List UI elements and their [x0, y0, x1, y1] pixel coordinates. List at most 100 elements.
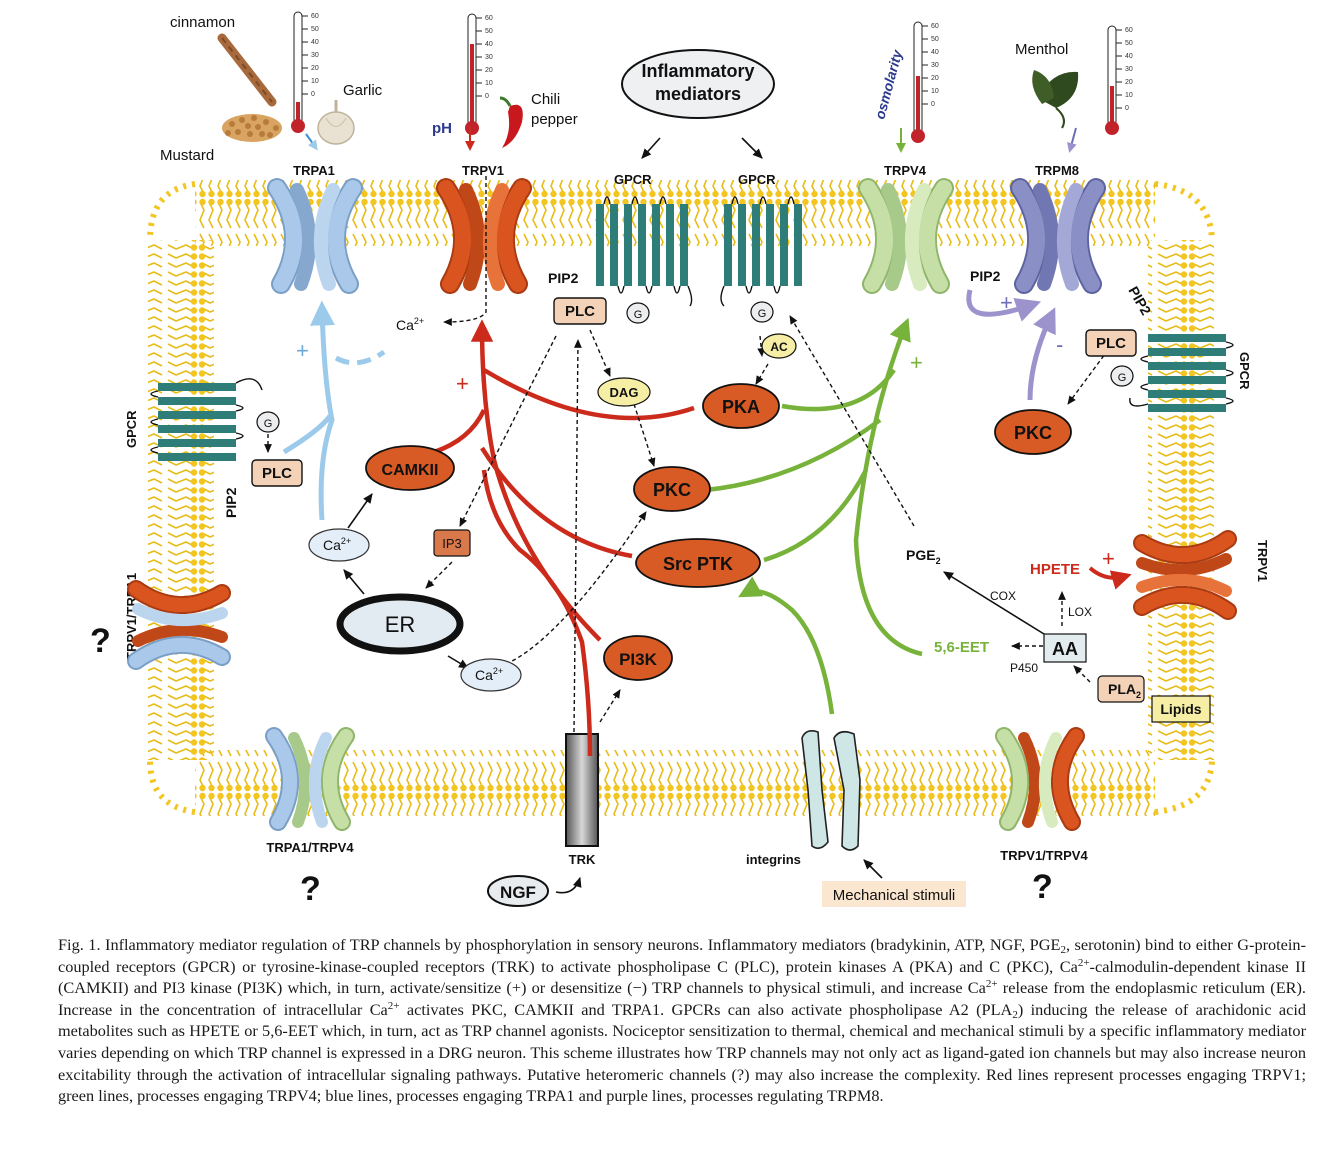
trpv4-channel: [858, 178, 954, 294]
trpv1-pathway-lines: [433, 319, 695, 757]
src-ptk-node: Src PTK: [635, 538, 761, 588]
thermo-tick: 20: [1125, 79, 1133, 86]
pla2-subscript: 2: [1136, 690, 1141, 700]
trpm8-channel: [1010, 178, 1106, 294]
thermo-tick: 0: [311, 91, 315, 98]
gpcr-receptor-right-side: [1129, 334, 1234, 412]
cox-label: COX: [990, 589, 1016, 603]
ngf-label: NGF: [500, 883, 536, 902]
trpv1-top-label: TRPV1: [462, 163, 504, 178]
osmolarity-label: osmolarity: [871, 47, 905, 121]
ngf-arrow: [555, 876, 582, 894]
g-label: G: [634, 309, 643, 321]
pla2-text: PLA: [1108, 681, 1136, 697]
mechanical-stimuli-label: Mechanical stimuli: [833, 887, 956, 904]
thermo-tick: 10: [485, 80, 493, 87]
g-protein: G: [1110, 365, 1134, 387]
plc-label: PLC: [262, 465, 292, 482]
pla2-box: PLA2: [1097, 675, 1145, 703]
trpa1-label: TRPA1: [293, 163, 335, 178]
g-protein: G: [750, 301, 774, 323]
thermo-tick: 40: [1125, 53, 1133, 60]
thermo-tick: 30: [311, 52, 319, 59]
thermo-tick: 60: [311, 13, 319, 20]
ca-text: Ca: [396, 317, 414, 333]
thermo-tick: 20: [931, 75, 939, 82]
trpa1-channel: [267, 178, 363, 294]
cinnamon-stick-icon: [217, 33, 277, 107]
camkii-label: CAMKII: [382, 462, 439, 479]
pip2-label-top: PIP2: [548, 270, 579, 286]
svg-text:PLA2: PLA2: [1108, 681, 1141, 700]
thermo-tick: 10: [931, 88, 939, 95]
plus-sign-hpete: +: [1102, 546, 1115, 571]
camkii-node: CAMKII: [365, 445, 455, 491]
trpv4-pathway-lines: [705, 317, 923, 715]
caption-superscript: 2+: [387, 999, 400, 1012]
thermo-tick: 40: [931, 49, 939, 56]
thermo-tick: 60: [485, 15, 493, 22]
minus-sign-purple: -: [1056, 332, 1063, 357]
thermometer-icon: 60 50 40 30 20 10 0: [291, 11, 319, 133]
plc-label: PLC: [1096, 335, 1126, 352]
ca-superscript: 2+: [493, 666, 503, 676]
pkc-node: PKC: [633, 466, 711, 512]
ac-node: AC: [761, 333, 797, 359]
menthol-leaf-icon: [1032, 70, 1079, 129]
ngf-bubble: NGF: [487, 875, 549, 907]
inflammatory-label-line2: mediators: [655, 84, 741, 104]
trpm8-label: TRPM8: [1035, 163, 1079, 178]
mechanical-stimuli-box: [822, 881, 966, 907]
gpcr-label-right: GPCR: [1237, 352, 1252, 390]
trpa1-trpv4-channel: [265, 727, 355, 831]
thermo-tick: 10: [311, 78, 319, 85]
pge2-label: PGE2: [906, 547, 941, 566]
garlic-label: Garlic: [343, 82, 383, 99]
question-mark-bottom-right: ?: [1032, 868, 1053, 906]
thermometer-icon: 60 50 40 30 20 10 0: [911, 21, 939, 143]
thermo-tick: 30: [485, 54, 493, 61]
chili-pepper-icon: [499, 96, 523, 148]
er-organelle: ER: [336, 593, 464, 655]
ca-ion-bubble: Ca2+: [460, 658, 522, 692]
menthol-label: Menthol: [1015, 41, 1068, 58]
dag-label: DAG: [610, 385, 639, 400]
thermo-tick: 50: [1125, 40, 1133, 47]
plc-box-right: PLC: [1085, 329, 1137, 357]
src-ptk-label: Src PTK: [663, 554, 733, 574]
ca-superscript: 2+: [414, 316, 424, 326]
thermo-tick: 60: [931, 23, 939, 30]
svg-text:Ca2+: Ca2+: [475, 666, 503, 683]
gpcr-label-top-right: GPCR: [738, 172, 776, 187]
g-label: G: [264, 418, 273, 430]
plus-sign-purple: +: [1000, 290, 1013, 315]
thermo-tick: 10: [1125, 92, 1133, 99]
thermo-tick: 20: [311, 65, 319, 72]
caption-subscript: 2: [1012, 1008, 1018, 1021]
gpcr-receptor-right: [720, 196, 802, 307]
thermo-tick: 40: [311, 39, 319, 46]
question-mark-bottom-left: ?: [300, 870, 321, 908]
pge2-subscript: 2: [936, 556, 941, 566]
figure-caption: Fig. 1. Inflammatory mediator regulation…: [58, 934, 1306, 1107]
trpv1-right-channel: [1133, 530, 1237, 620]
ca-label-top: Ca2+: [396, 316, 424, 333]
plus-sign-red: +: [456, 371, 469, 396]
integrin-receptor: [801, 730, 861, 851]
cell-membrane: [147, 180, 1215, 816]
pka-label: PKA: [722, 397, 760, 417]
svg-text:Ca2+: Ca2+: [323, 536, 351, 553]
aa-box: AA: [1043, 633, 1087, 663]
ca-text: Ca: [323, 537, 341, 553]
signaling-dashed-arrows: [264, 176, 1109, 733]
question-mark-left: ?: [90, 622, 111, 660]
er-label: ER: [385, 612, 416, 637]
lipids-label: Lipids: [1160, 701, 1201, 717]
g-protein: G: [256, 411, 280, 433]
caption-superscript: 2+: [1077, 956, 1090, 969]
g-protein: G: [626, 302, 650, 324]
menthol-arrow: [1067, 127, 1077, 153]
trpv1-trpa1-channel: [127, 580, 231, 670]
integrins-label: integrins: [746, 852, 801, 867]
thermo-tick: 50: [311, 26, 319, 33]
